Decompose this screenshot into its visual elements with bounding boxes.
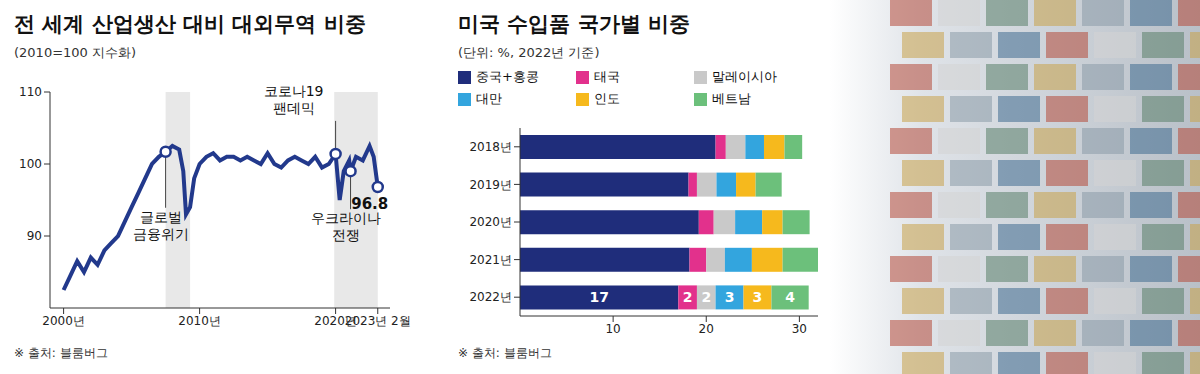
svg-text:2: 2 <box>701 289 711 305</box>
svg-text:30: 30 <box>792 322 807 336</box>
html-text:전 세계 산업생산 대비 대외무역 비중: 전 세계 산업생산 대비 대외무역 비중 <box>14 12 366 36</box>
html-text:※ 출처: 블룸버그: ※ 출처: 블룸버그 <box>458 346 552 360</box>
svg-text:90: 90 <box>27 229 42 243</box>
html-text:태국: 태국 <box>594 69 620 84</box>
svg-text:코로나19팬데믹: 코로나19팬데믹 <box>264 83 324 116</box>
svg-text:3: 3 <box>753 289 763 305</box>
svg-text:글로벌금융위기: 글로벌금융위기 <box>133 209 189 242</box>
svg-text:17: 17 <box>589 289 608 305</box>
svg-text:3: 3 <box>725 289 735 305</box>
svg-text:2018년: 2018년 <box>469 140 512 154</box>
svg-text:10: 10 <box>605 322 620 336</box>
svg-text:110: 110 <box>19 85 42 99</box>
html-text:※ 출처: 블룸버그: ※ 출처: 블룸버그 <box>14 346 108 360</box>
svg-text:20: 20 <box>699 322 714 336</box>
svg-text:우크라이나전쟁: 우크라이나전쟁 <box>311 210 381 243</box>
svg-text:4: 4 <box>785 289 795 305</box>
svg-text:2023년 2월: 2023년 2월 <box>345 314 411 328</box>
svg-text:2019년: 2019년 <box>469 178 512 192</box>
svg-text:2022년: 2022년 <box>469 290 512 304</box>
html-text:대만: 대만 <box>476 91 502 106</box>
html-text:인도: 인도 <box>594 91 620 106</box>
svg-text:2020년: 2020년 <box>469 215 512 229</box>
html-text:(단위: %, 2022년 기준): (단위: %, 2022년 기준) <box>458 45 600 60</box>
svg-text:2: 2 <box>683 289 693 305</box>
html-text:(2010=100 지수화): (2010=100 지수화) <box>14 45 137 60</box>
html-text:미국 수입품 국가별 비중: 미국 수입품 국가별 비중 <box>458 12 690 36</box>
svg-text:2021년: 2021년 <box>469 253 512 267</box>
svg-text:2020년: 2020년 <box>314 313 357 328</box>
html-text:중국+홍콩: 중국+홍콩 <box>476 69 539 84</box>
svg-text:2000년: 2000년 <box>42 314 85 328</box>
html-text:베트남: 베트남 <box>712 91 751 106</box>
svg-text:96.8: 96.8 <box>351 195 388 213</box>
html-text:말레이시아: 말레이시아 <box>712 69 777 84</box>
svg-text:100: 100 <box>19 157 42 171</box>
svg-text:2010년: 2010년 <box>178 314 221 328</box>
